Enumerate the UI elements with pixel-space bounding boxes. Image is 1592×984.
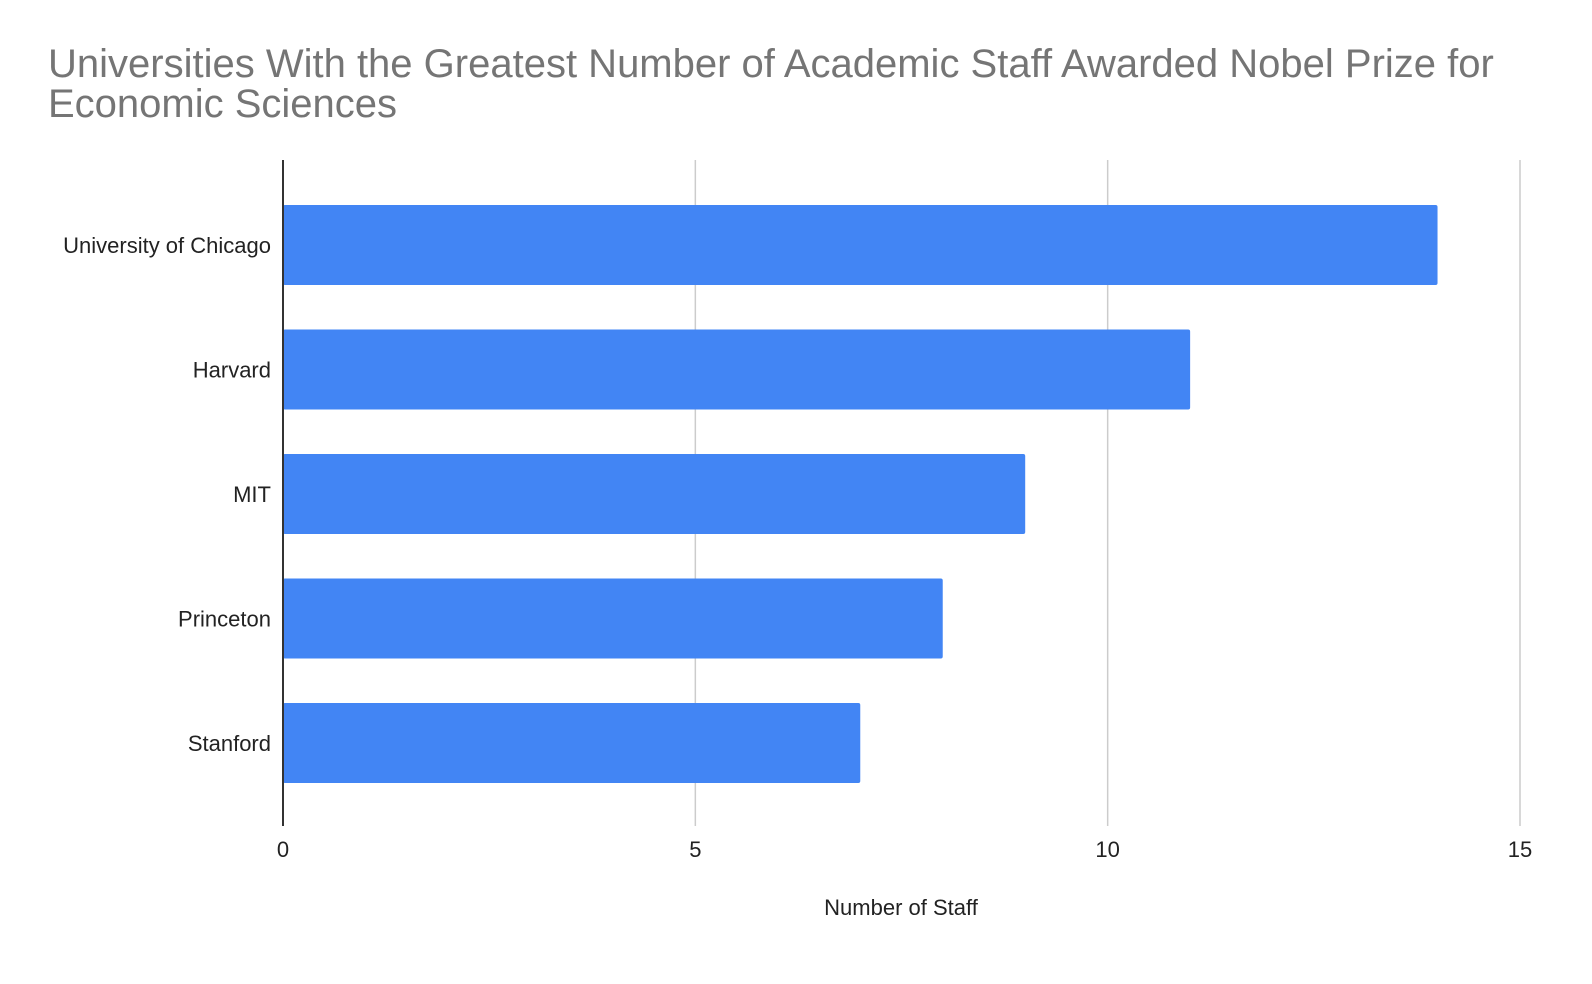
category-label: MIT [233, 482, 271, 507]
bars [283, 205, 1438, 783]
bar [283, 205, 1438, 285]
bar [283, 703, 861, 783]
category-label: University of Chicago [63, 233, 271, 258]
bar [283, 578, 943, 659]
labels: 0 5 10 15 University of Chicago Harvard MIT Pri… [63, 233, 1532, 862]
chart-title: Universities With the Greatest Number of… [48, 42, 1494, 126]
x-axis-title: Number of Staff [824, 895, 979, 920]
x-tick-label: 10 [1095, 837, 1119, 862]
category-label: Stanford [188, 731, 271, 756]
bar [283, 454, 1026, 534]
x-tick-label: 0 [277, 837, 289, 862]
category-label: Princeton [178, 607, 271, 632]
category-label: Harvard [193, 358, 271, 383]
x-tick-label: 5 [689, 837, 701, 862]
bar [283, 329, 1191, 410]
x-tick-label: 15 [1508, 837, 1532, 862]
